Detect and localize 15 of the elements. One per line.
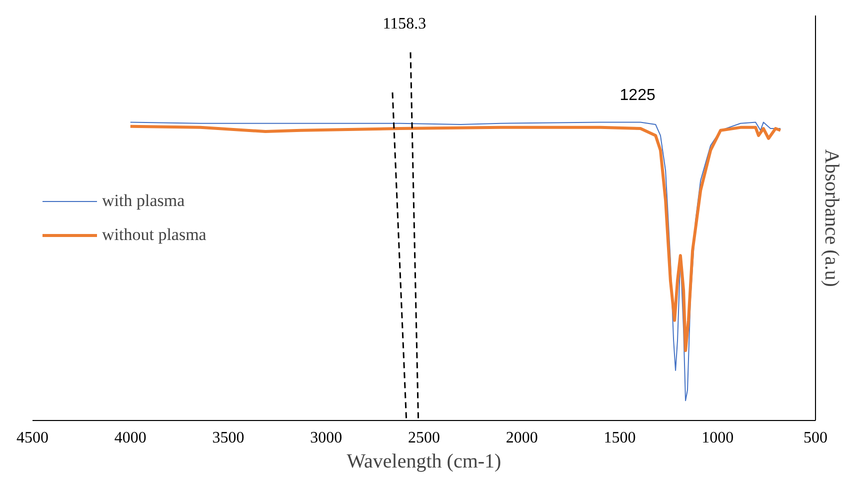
legend-label: with plasma [102, 190, 185, 210]
text: 1158.3 [382, 15, 426, 32]
x-tick-label: 2500 [408, 430, 440, 446]
x-tick-label: 3000 [310, 430, 342, 446]
x-tick-label: 2000 [506, 430, 538, 446]
legend-label: without plasma [102, 224, 206, 244]
x-tick-label: 3500 [212, 430, 244, 446]
x-axis-title: Wavelength (cm-1) [346, 450, 502, 472]
x-tick-label: 1000 [702, 430, 734, 446]
y-axis-title: Absorbance (a.u) [820, 149, 842, 287]
x-tick-label: 500 [804, 430, 828, 446]
x-tick-label: 4000 [114, 430, 146, 446]
x-tick-label: 1500 [604, 430, 636, 446]
x-tick-label: 4500 [16, 430, 48, 446]
annotation: 1225 [620, 87, 656, 104]
